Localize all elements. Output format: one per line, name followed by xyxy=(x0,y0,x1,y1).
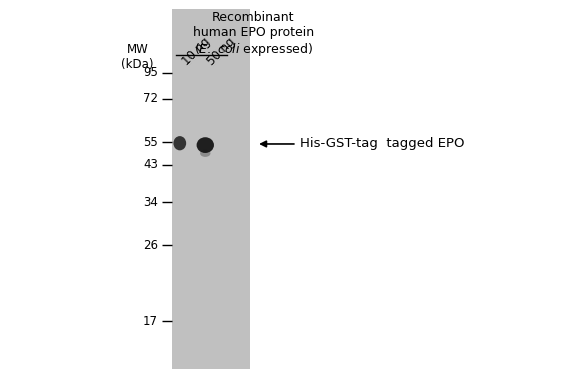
Text: 10 ng: 10 ng xyxy=(180,35,213,68)
Text: 43: 43 xyxy=(143,158,158,171)
Text: His-GST-tag  tagged EPO: His-GST-tag tagged EPO xyxy=(300,138,464,150)
Bar xyxy=(172,9,250,369)
Text: 34: 34 xyxy=(143,196,158,209)
Text: ($\it{E.\ coli}$ expressed): ($\it{E.\ coli}$ expressed) xyxy=(194,41,313,58)
Text: 50 ng: 50 ng xyxy=(205,35,238,68)
Text: 55: 55 xyxy=(143,136,158,149)
Text: 26: 26 xyxy=(143,239,158,252)
Text: 72: 72 xyxy=(143,93,158,105)
Ellipse shape xyxy=(197,137,214,153)
Ellipse shape xyxy=(200,150,211,157)
Text: Recombinant: Recombinant xyxy=(212,11,294,24)
Text: human EPO protein: human EPO protein xyxy=(193,26,314,39)
Text: 95: 95 xyxy=(143,66,158,79)
Text: 17: 17 xyxy=(143,314,158,328)
Text: MW
(kDa): MW (kDa) xyxy=(121,43,154,71)
Ellipse shape xyxy=(173,136,186,150)
